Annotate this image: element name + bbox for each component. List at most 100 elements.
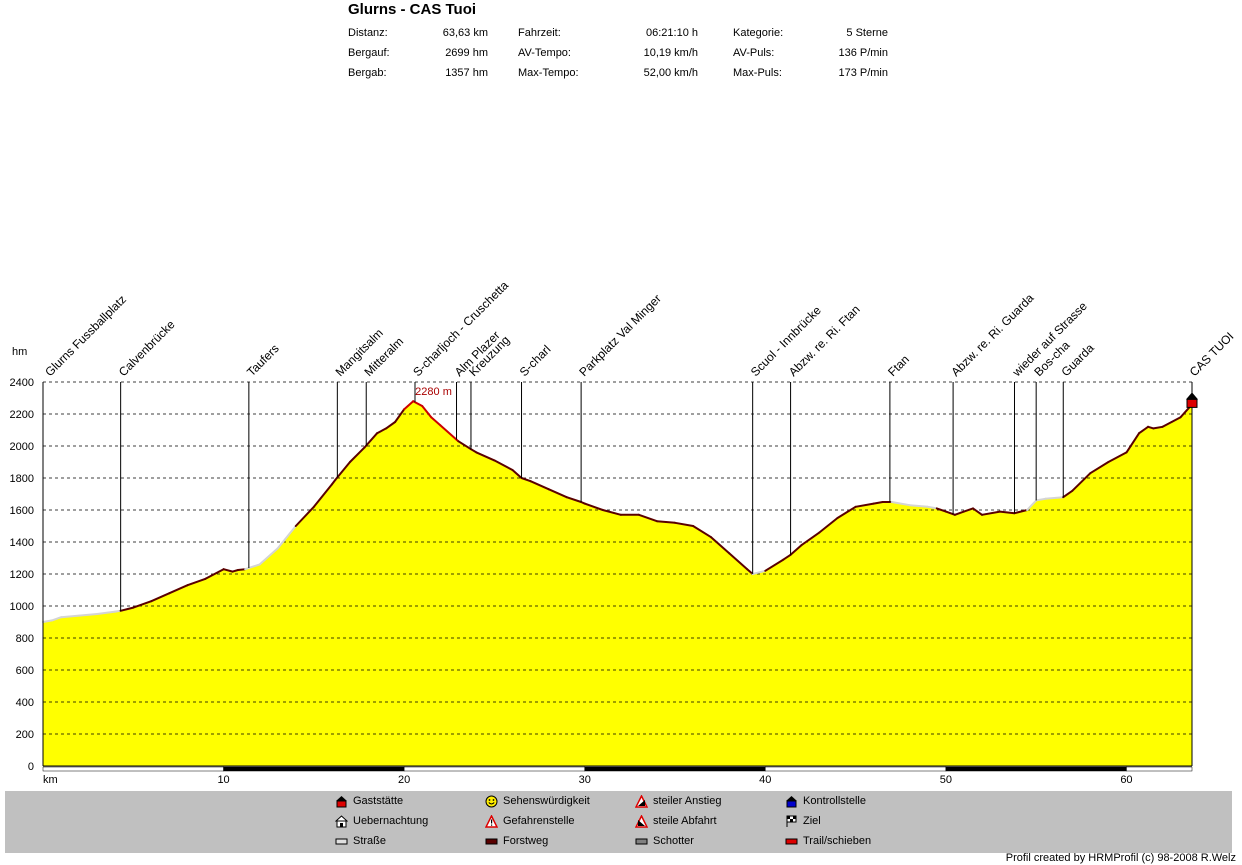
gravel-icon bbox=[635, 835, 648, 848]
stat-value: 1357 hm bbox=[445, 67, 488, 79]
legend-label: Schotter bbox=[653, 835, 694, 847]
profile-segment bbox=[789, 544, 803, 556]
profile-segment bbox=[394, 408, 406, 423]
smiley-icon bbox=[485, 795, 498, 808]
profile-segment bbox=[276, 525, 297, 550]
stat-label: Fahrzeit: bbox=[518, 27, 561, 39]
restaurant-icon bbox=[335, 795, 348, 808]
legend-item: Trail/schieben bbox=[785, 833, 871, 849]
restaurant-roof-icon bbox=[1186, 392, 1198, 400]
profile-segment bbox=[51, 616, 63, 622]
profile-segment bbox=[728, 552, 749, 571]
legend-label: Sehenswürdigkeit bbox=[503, 795, 590, 807]
legend-item: Ziel bbox=[785, 813, 821, 829]
max-elevation-label: 2280 m bbox=[415, 386, 452, 398]
y-tick-label: 2400 bbox=[10, 377, 34, 389]
profile-segment bbox=[1170, 416, 1182, 423]
legend: Gaststätte Uebernachtung Straße Sehenswürdi… bbox=[5, 791, 1232, 853]
profile-segment bbox=[42, 619, 53, 623]
profile-segment bbox=[168, 584, 189, 595]
profile-segment bbox=[457, 440, 472, 451]
stat-label: AV-Puls: bbox=[733, 47, 775, 59]
stat-value: 136 P/min bbox=[838, 47, 888, 59]
profile-segment bbox=[953, 510, 965, 516]
profile-segment bbox=[908, 504, 929, 508]
profile-segment bbox=[1152, 425, 1164, 430]
elevation-chart: 0 200 400 600 800 1000 1200 1400 1600 1800 2000 220… bbox=[10, 278, 1237, 786]
profile-segment bbox=[475, 451, 496, 462]
legend-label: steiler Anstieg bbox=[653, 795, 722, 807]
x-axis-band bbox=[42, 766, 224, 772]
stat-label: Max-Puls: bbox=[733, 67, 782, 79]
legend-item: Straße bbox=[335, 833, 386, 849]
legend-item: steiler Anstieg bbox=[635, 793, 721, 809]
profile-segment bbox=[926, 505, 938, 510]
profile-segment bbox=[637, 513, 658, 523]
profile-segment bbox=[349, 446, 366, 463]
stat-value: 173 P/min bbox=[838, 67, 888, 79]
profile-segment bbox=[872, 501, 884, 505]
steep-climb-icon bbox=[635, 794, 648, 808]
legend-label: Gaststätte bbox=[353, 795, 404, 807]
profile-segment bbox=[430, 416, 442, 427]
profile-segment bbox=[470, 448, 478, 454]
profile-segment bbox=[999, 510, 1016, 515]
stat-value: 63,63 km bbox=[442, 27, 488, 39]
profile-segment bbox=[972, 507, 983, 516]
legend-item: Kontrollstelle bbox=[785, 793, 866, 809]
profile-segment bbox=[1089, 461, 1110, 475]
checkpoint-icon bbox=[785, 795, 798, 808]
warning-icon bbox=[485, 814, 498, 828]
legend-label: Trail/schieben bbox=[803, 835, 872, 847]
profile-segment bbox=[1138, 425, 1150, 435]
waypoint-label: Taufers bbox=[244, 341, 282, 379]
profile-segment bbox=[692, 525, 713, 539]
stat-label: Kategorie: bbox=[733, 27, 784, 39]
waypoint-label: S-charl bbox=[517, 342, 554, 379]
x-axis-label: km bbox=[43, 774, 58, 786]
profile-segment bbox=[376, 427, 388, 435]
profile-segment bbox=[1071, 472, 1092, 492]
y-tick-label: 1000 bbox=[10, 601, 34, 613]
profile-segment bbox=[244, 563, 261, 571]
legend-label: Kontrollstelle bbox=[803, 795, 866, 807]
profile-segment bbox=[674, 521, 695, 527]
legend-item: Gaststätte bbox=[335, 793, 403, 809]
x-tick-label: 20 bbox=[398, 774, 410, 786]
profile-segment bbox=[493, 459, 514, 471]
profile-segment bbox=[1035, 497, 1047, 502]
profile-segment bbox=[1044, 496, 1065, 500]
profile-segment bbox=[890, 501, 911, 507]
profile-segment bbox=[1161, 421, 1173, 428]
profile-segment bbox=[119, 606, 135, 612]
profile-segment bbox=[656, 520, 676, 524]
y-tick-label: 1600 bbox=[10, 505, 34, 517]
x-axis-band bbox=[403, 766, 585, 772]
profile-segment bbox=[520, 477, 532, 483]
legend-label: Forstweg bbox=[503, 835, 549, 847]
legend-item: steile Abfahrt bbox=[635, 813, 717, 829]
profile-segment bbox=[222, 568, 234, 573]
x-axis-band bbox=[765, 766, 947, 772]
stat-value: 06:21:10 h bbox=[646, 27, 698, 39]
legend-item: Forstweg bbox=[485, 833, 548, 849]
stat-value: 52,00 km/h bbox=[643, 67, 698, 79]
y-tick-label: 1200 bbox=[10, 569, 34, 581]
stat-value: 2699 hm bbox=[445, 47, 488, 59]
legend-item: Schotter bbox=[635, 833, 694, 849]
profile-segment bbox=[710, 536, 731, 555]
stat-label: Distanz: bbox=[348, 27, 388, 39]
profile-segment bbox=[334, 461, 351, 481]
steep-descent-icon bbox=[635, 814, 648, 828]
header: Glurns - CAS Tuoi Distanz: 63,63 km Bergau… bbox=[0, 0, 1242, 90]
profile-segment bbox=[237, 568, 247, 571]
legend-label: Ziel bbox=[803, 815, 821, 827]
profile-segment bbox=[186, 577, 207, 587]
y-tick-label: 2200 bbox=[10, 409, 34, 421]
stat-label: Bergauf: bbox=[348, 47, 390, 59]
profile-segment bbox=[439, 424, 458, 441]
forest-road-icon bbox=[485, 835, 498, 848]
profile-segment bbox=[944, 510, 956, 516]
x-axis-band bbox=[1126, 766, 1193, 772]
y-tick-label: 800 bbox=[16, 633, 34, 645]
